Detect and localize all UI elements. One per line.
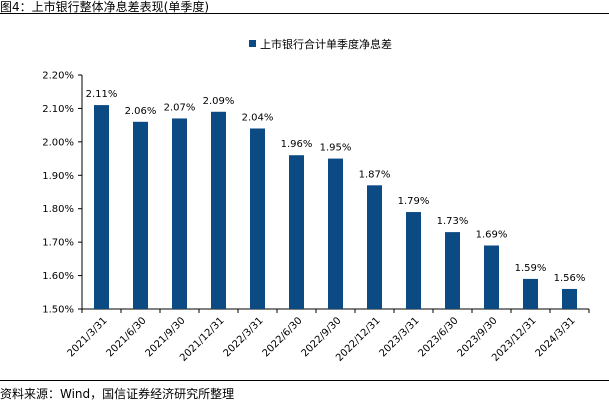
bar-chart: 上市银行合计单季度净息差 2.20% 2.10% 2.00% 1.90% 1.80% 1.7… <box>42 37 590 364</box>
data-label: 1.96% <box>281 139 313 150</box>
data-label: 1.59% <box>515 263 547 274</box>
figure-title: 图4：上市银行整体净息差表现(单季度) <box>0 0 209 14</box>
x-tick-label: 2022/6/30 <box>261 315 305 359</box>
x-tick-label: 2021/3/31 <box>66 315 110 359</box>
source-note: 资料来源：Wind，国信证券经济研究所整理 <box>0 387 235 401</box>
legend-swatch <box>249 40 256 47</box>
x-tick-label: 2024/3/31 <box>534 315 578 359</box>
bar <box>94 105 109 309</box>
bar <box>484 245 499 309</box>
data-label: 1.79% <box>398 196 430 207</box>
data-label: 1.87% <box>359 169 391 180</box>
y-tick-label: 1.80% <box>42 204 74 215</box>
top-rule <box>0 13 609 14</box>
y-tick-label: 2.10% <box>42 104 74 115</box>
data-label: 1.95% <box>320 143 352 154</box>
data-label: 2.06% <box>125 106 157 117</box>
x-tick-label: 2023/3/31 <box>378 315 422 359</box>
data-label: 1.56% <box>554 273 586 284</box>
legend-label: 上市银行合计单季度净息差 <box>260 37 392 51</box>
bottom-rule <box>0 380 609 381</box>
bar <box>562 288 577 309</box>
bar <box>406 212 421 309</box>
bar <box>250 128 265 309</box>
y-tick-label: 1.90% <box>42 171 74 182</box>
bar <box>172 118 187 309</box>
bar <box>367 185 382 309</box>
data-label: 2.07% <box>164 102 196 113</box>
bar <box>328 158 343 309</box>
bar <box>523 278 538 309</box>
y-tick-label: 1.70% <box>42 238 74 249</box>
y-tick-label: 1.50% <box>42 305 74 316</box>
bar <box>289 155 304 309</box>
x-tick-label: 2022/3/31 <box>222 315 266 359</box>
bar <box>211 111 226 310</box>
y-tick-label: 2.20% <box>42 71 74 82</box>
x-tick-label: 2021/6/30 <box>105 315 149 359</box>
y-tick-label: 2.00% <box>42 137 74 148</box>
data-label: 2.09% <box>203 96 235 107</box>
data-label: 2.04% <box>242 112 274 123</box>
bar <box>445 232 460 309</box>
data-label: 1.73% <box>437 216 469 227</box>
y-tick-label: 1.60% <box>42 271 74 282</box>
data-label: 2.11% <box>86 89 118 100</box>
x-tick-label: 2023/6/30 <box>417 315 461 359</box>
bar <box>133 121 148 309</box>
data-label: 1.69% <box>476 229 508 240</box>
